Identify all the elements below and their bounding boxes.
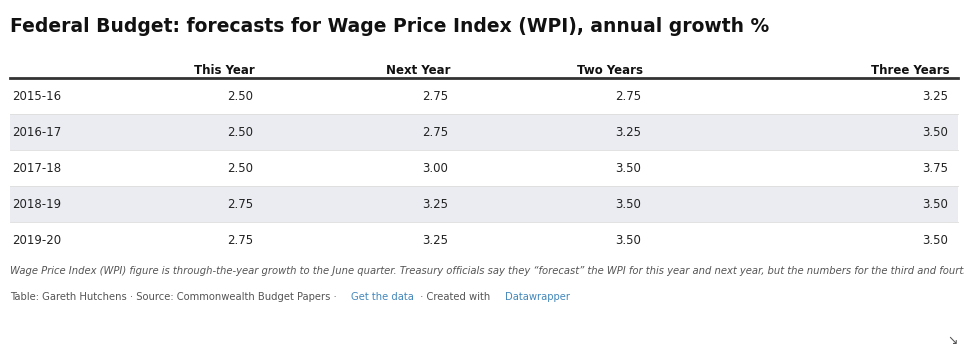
- Text: 3.25: 3.25: [422, 233, 448, 246]
- Text: 2018-19: 2018-19: [12, 197, 61, 210]
- Text: 2.50: 2.50: [227, 126, 253, 138]
- Text: 2.75: 2.75: [615, 89, 641, 102]
- Text: 2.75: 2.75: [227, 233, 253, 246]
- Bar: [10, 186, 958, 222]
- Text: Wage Price Index (WPI) figure is through-the-year growth to the June quarter. Tr: Wage Price Index (WPI) figure is through…: [10, 266, 964, 276]
- Text: Two Years: Two Years: [577, 64, 643, 77]
- Text: Three Years: Three Years: [871, 64, 950, 77]
- Text: This Year: This Year: [195, 64, 255, 77]
- Text: 3.25: 3.25: [615, 126, 641, 138]
- Text: 3.25: 3.25: [422, 197, 448, 210]
- Text: 3.50: 3.50: [615, 197, 641, 210]
- Text: 2.50: 2.50: [227, 89, 253, 102]
- Text: 2016-17: 2016-17: [12, 126, 62, 138]
- Bar: [10, 114, 958, 150]
- Text: ↘: ↘: [948, 334, 958, 347]
- Text: Datawrapper: Datawrapper: [505, 292, 570, 302]
- Text: 2017-18: 2017-18: [12, 162, 61, 175]
- Text: Next Year: Next Year: [386, 64, 450, 77]
- Text: 3.00: 3.00: [422, 162, 448, 175]
- Text: Federal Budget: forecasts for Wage Price Index (WPI), annual growth %: Federal Budget: forecasts for Wage Price…: [10, 17, 769, 36]
- Text: 2015-16: 2015-16: [12, 89, 61, 102]
- Text: 2.75: 2.75: [422, 89, 448, 102]
- Text: 3.50: 3.50: [615, 233, 641, 246]
- Text: Get the data: Get the data: [351, 292, 414, 302]
- Text: 3.75: 3.75: [922, 162, 948, 175]
- Text: 2.50: 2.50: [227, 162, 253, 175]
- Text: 3.50: 3.50: [923, 197, 948, 210]
- Text: 3.50: 3.50: [923, 233, 948, 246]
- Text: 2.75: 2.75: [227, 197, 253, 210]
- Text: 3.50: 3.50: [923, 126, 948, 138]
- Text: 2.75: 2.75: [422, 126, 448, 138]
- Text: 3.50: 3.50: [615, 162, 641, 175]
- Text: 3.25: 3.25: [922, 89, 948, 102]
- Text: Table: Gareth Hutchens · Source: Commonwealth Budget Papers ·: Table: Gareth Hutchens · Source: Commonw…: [10, 292, 340, 302]
- Text: 2019-20: 2019-20: [12, 233, 61, 246]
- Text: · Created with: · Created with: [417, 292, 494, 302]
